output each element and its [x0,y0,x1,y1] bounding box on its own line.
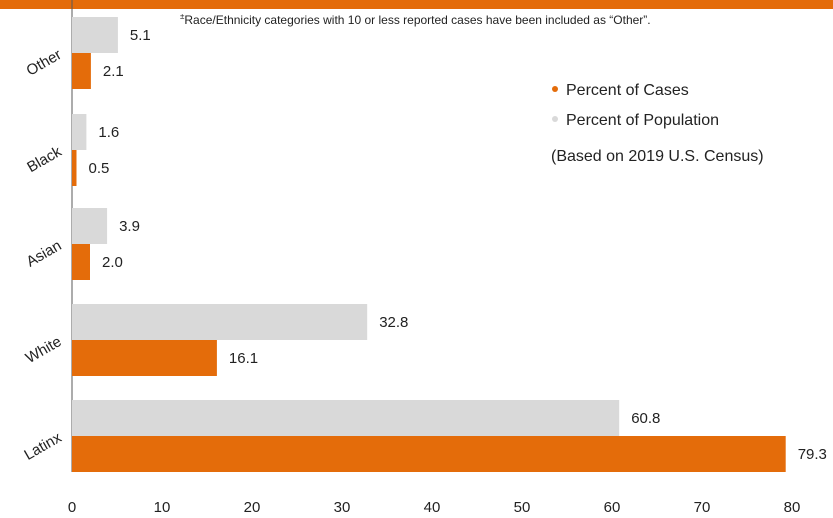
header-banner [0,0,833,9]
x-tick-label-60: 60 [604,499,621,516]
value-label-population-latinx: 60.8 [631,410,660,427]
value-label-cases-black: 0.5 [89,160,110,177]
bar-cases-white [72,340,217,376]
legend: Percent of Cases Percent of Population [552,80,719,140]
category-label-asian: Asian [23,237,64,270]
value-label-cases-asian: 2.0 [102,254,123,271]
category-label-white: White [23,333,65,367]
bar-population-latinx [72,400,620,436]
bar-cases-asian [72,244,90,280]
value-label-population-asian: 3.9 [119,218,140,235]
legend-population-label: Percent of Population [566,112,719,129]
legend-item-cases: Percent of Cases [552,80,719,110]
footnote-text: Race/Ethnicity categories with 10 or les… [184,13,651,27]
value-label-population-black: 1.6 [98,124,119,141]
value-label-population-other: 5.1 [130,27,151,44]
legend-cases-dot-icon [552,85,558,92]
value-label-cases-latinx: 79.3 [798,446,827,463]
legend-note: (Based on 2019 U.S. Census) [551,148,764,165]
footnote: ±Race/Ethnicity categories with 10 or le… [180,12,651,27]
bar-population-white [72,304,368,340]
category-label-other: Other [24,46,65,79]
bar-population-black [72,114,87,150]
category-label-black: Black [24,143,65,176]
legend-item-population: Percent of Population [552,110,719,140]
x-tick-label-0: 0 [68,499,76,516]
legend-cases-label: Percent of Cases [566,82,689,99]
x-tick-label-20: 20 [244,499,261,516]
x-tick-label-10: 10 [154,499,171,516]
bar-cases-other [72,53,91,89]
footnote-marker: ± [180,12,185,21]
value-label-population-white: 32.8 [379,314,408,331]
x-tick-label-70: 70 [694,499,711,516]
value-label-cases-other: 2.1 [103,63,124,80]
x-tick-label-30: 30 [334,499,351,516]
bar-population-asian [72,208,108,244]
value-label-cases-white: 16.1 [229,350,258,367]
legend-population-dot-icon [552,115,558,122]
bar-cases-black [72,150,77,186]
x-tick-label-80: 80 [784,499,801,516]
x-tick-label-40: 40 [424,499,441,516]
bar-cases-latinx [72,436,786,472]
bar-population-other [72,17,118,53]
category-label-latinx: Latinx [21,429,65,464]
x-tick-label-50: 50 [514,499,531,516]
